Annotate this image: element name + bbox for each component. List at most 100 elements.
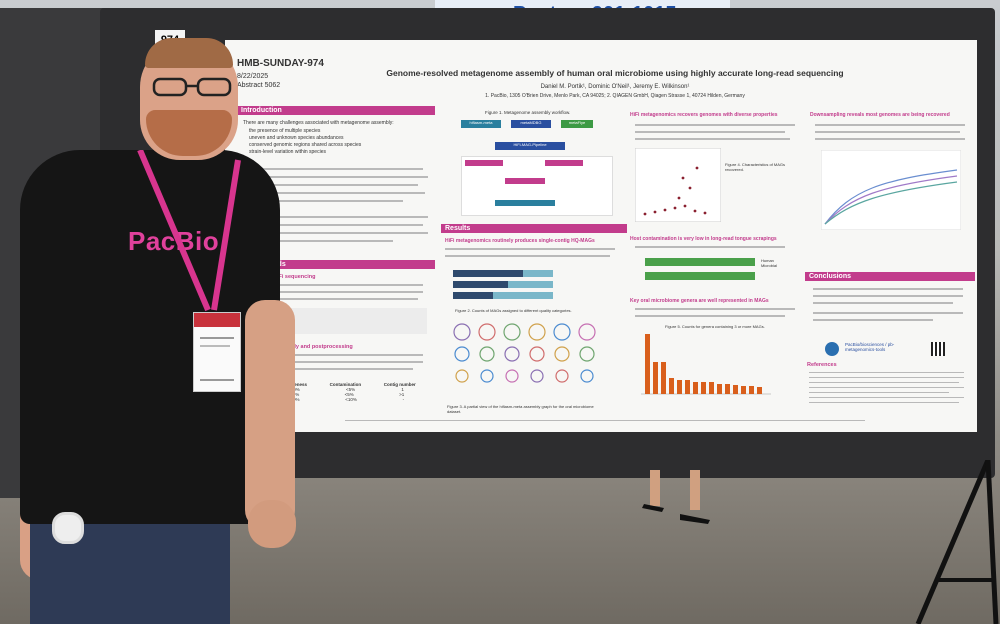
contig-circle [555, 369, 569, 383]
text-line [635, 315, 785, 317]
contig-circle [505, 369, 519, 383]
chart-bar [693, 382, 698, 394]
text-line [635, 308, 795, 310]
downsampling-curve-figure [821, 150, 961, 230]
contig-circle [580, 369, 594, 383]
section-header-conclusions: Conclusions [805, 272, 975, 281]
text-line [635, 246, 785, 248]
assembly-graph-figure [453, 323, 596, 383]
poster-authors: Daniel M. Portik¹, Dominic O'Neil¹, Jere… [540, 84, 690, 90]
text-line [273, 361, 423, 363]
text-line [243, 184, 418, 186]
scatter-point [681, 176, 685, 180]
figure-3-caption: Figure 3. A partial view of the hifiasm-… [447, 404, 594, 414]
text-line [243, 224, 423, 226]
text-line [273, 291, 423, 293]
chart-bar [757, 387, 762, 394]
text-line [243, 232, 428, 234]
scatter-point [695, 166, 699, 170]
pipeline-box: HiFi-MAG-Pipeline [495, 142, 565, 150]
table-cell: <5% [345, 387, 356, 392]
chart-bar [645, 334, 650, 394]
section-header-introduction: Introduction [237, 106, 435, 115]
text-line [815, 138, 965, 140]
legend-entry: Microbial [761, 263, 778, 268]
text-line [243, 200, 403, 202]
text-line [635, 138, 790, 140]
pacbio-logo-icon [825, 342, 839, 356]
contig-circle [454, 346, 470, 362]
section-header-methods: hods [265, 260, 435, 269]
chart-bar [669, 378, 674, 394]
table-header: Contamination [329, 382, 362, 387]
contig-circle [579, 346, 595, 362]
text-line [813, 312, 963, 314]
contig-circle [478, 323, 496, 341]
intro-bullets: the presence of multiple species uneven … [249, 128, 361, 156]
scatter-point [677, 196, 681, 200]
poster-affiliations: 1. PacBio, 1305 O'Brien Drive, Menlo Par… [485, 93, 745, 99]
contig-circle [503, 323, 521, 341]
text-line [273, 354, 423, 356]
stacked-bar-segment [523, 270, 553, 277]
text-line [809, 372, 964, 373]
table-header: Contig number [383, 382, 416, 387]
person-hair [145, 38, 233, 68]
chart-bar [677, 380, 682, 394]
workflow-step [465, 160, 503, 166]
scatter-point [653, 210, 657, 214]
stacked-bar-segment [453, 281, 508, 288]
subhead-hifi-sequencing: HiFi sequencing [273, 274, 316, 280]
chart-bar [661, 362, 666, 394]
tool-box: metaMDBG [511, 120, 551, 128]
text-line [813, 319, 933, 321]
mag-quality-stacked-bars [453, 270, 553, 299]
host-legend: Human Microbial [761, 258, 777, 268]
poster-abstract-number: Abstract 5062 [237, 82, 281, 89]
easel-stand [915, 460, 999, 624]
table-cell: - [402, 397, 405, 402]
contig-circle [504, 346, 520, 362]
smartwatch-icon [52, 512, 84, 544]
scatter-point [703, 211, 707, 215]
contig-circle [578, 323, 596, 341]
text-line [243, 176, 428, 178]
qr-code-icon [931, 342, 945, 356]
intro-bullet: the presence of multiple species [249, 128, 321, 134]
chart-bar [701, 382, 706, 394]
text-line [809, 392, 949, 393]
tool-box: hifiasm-meta [461, 120, 501, 128]
chart-bar [653, 362, 658, 394]
chart-bar [725, 384, 730, 394]
contig-circle [455, 369, 469, 383]
text-line [809, 387, 964, 388]
text-line [813, 295, 963, 297]
chart-bar [741, 386, 746, 394]
table-cell: <5% [344, 392, 354, 397]
curve-line [824, 175, 958, 225]
figure-1-caption: Figure 1. Metagenome assembly workflow. [485, 110, 571, 115]
intro-bullet: conserved genomic regions shared across … [249, 142, 362, 148]
workflow-step [505, 178, 545, 184]
text-line [815, 124, 965, 126]
person-beard [146, 110, 232, 156]
text-line [273, 368, 413, 370]
chart-bar [733, 385, 738, 394]
genera-bar-chart [641, 334, 771, 395]
text-line [243, 216, 428, 218]
stacked-bar-segment [453, 270, 523, 277]
scatter-point [673, 206, 677, 210]
pacbio-github-handle: PacBio/biosciences / pb-metagenomics-too… [845, 342, 895, 352]
scatter-point [688, 186, 692, 190]
section-header-references: References [807, 362, 837, 368]
curve-line [824, 181, 958, 225]
text-line [273, 284, 423, 286]
scatter-point [693, 209, 697, 213]
chart-bar [709, 382, 714, 394]
tool-box: metaFlye [561, 120, 593, 128]
workflow-step [545, 160, 583, 166]
contig-circle [528, 323, 546, 341]
figure-4-caption: Figure 4. Characteristics of MAGs recove… [725, 162, 786, 172]
subhead-key-oral: Key oral microbiome genera are well repr… [630, 298, 769, 304]
scatter-plot-figure [635, 148, 721, 222]
